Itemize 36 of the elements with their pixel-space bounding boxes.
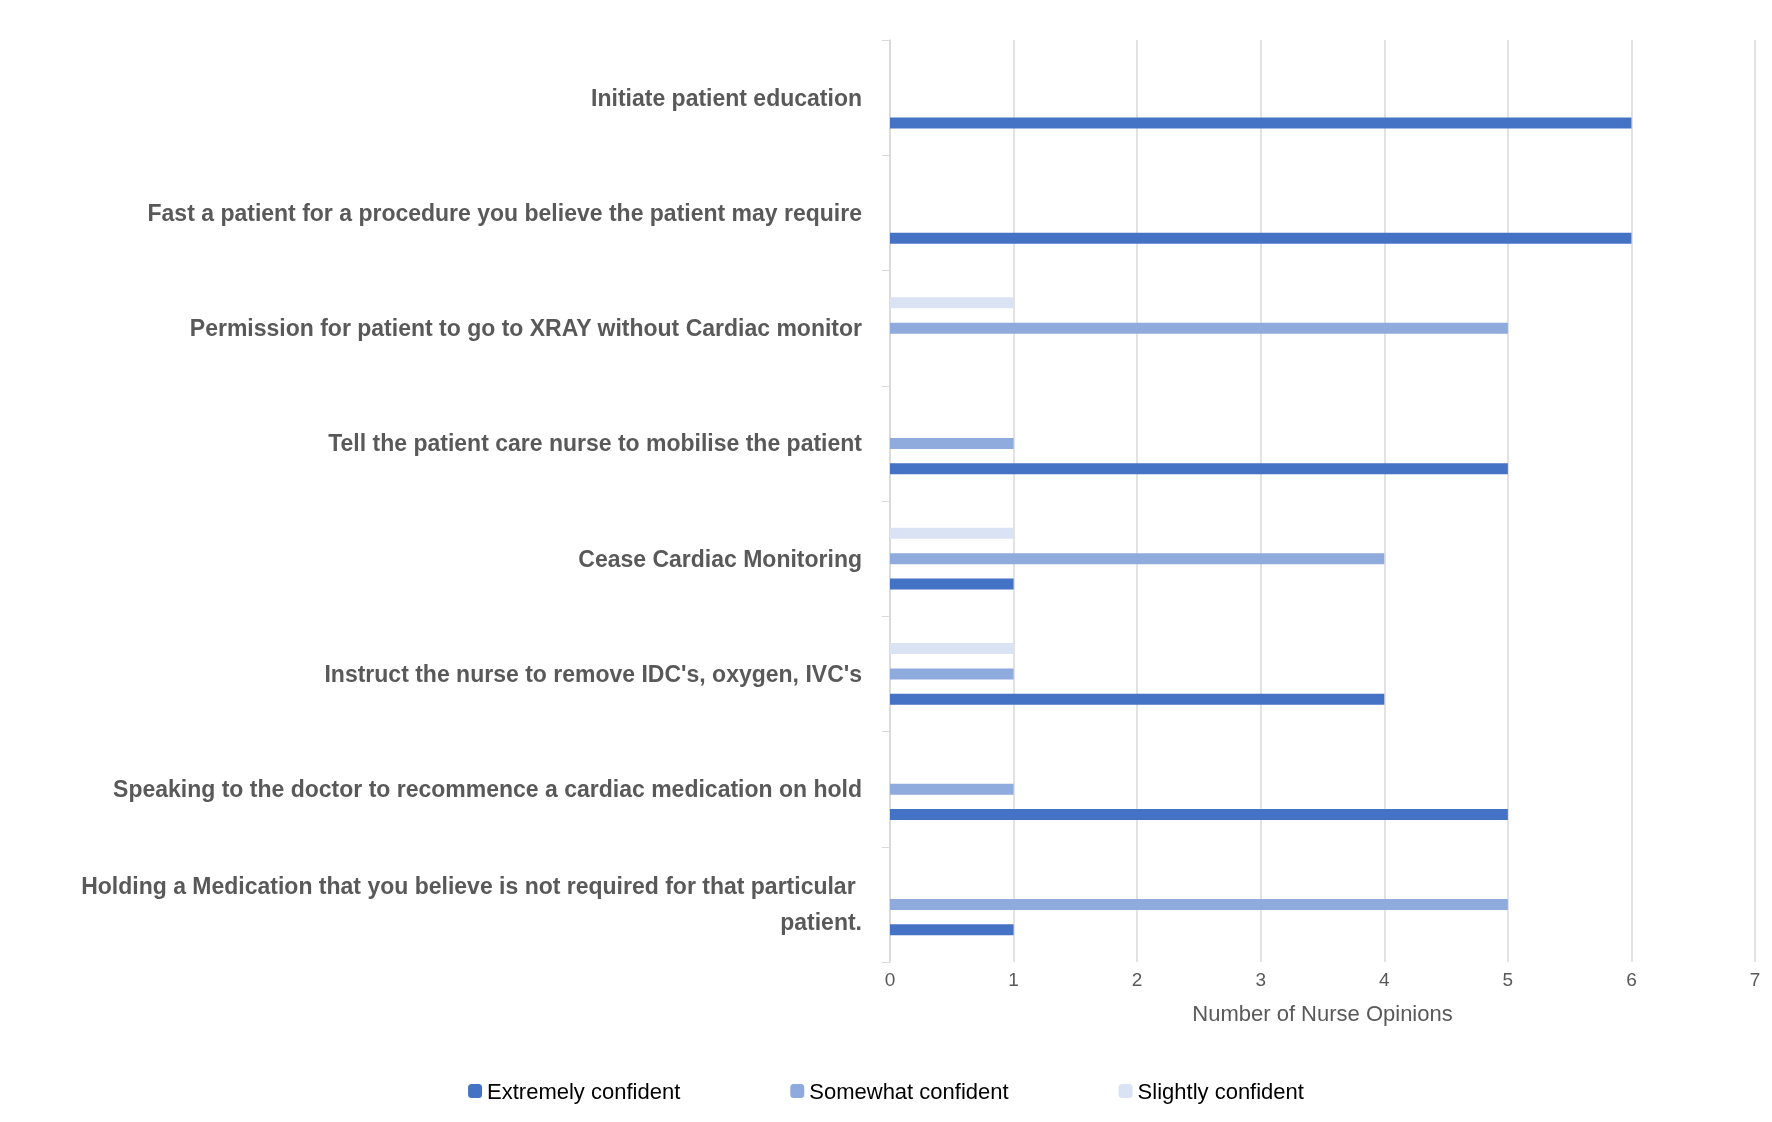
x-tick-label: 6: [1626, 969, 1637, 990]
x-tick-label: 1: [1008, 969, 1019, 990]
bar: [890, 463, 1508, 475]
bar: [890, 693, 1385, 705]
bar: [890, 297, 1014, 309]
bar: [890, 643, 1014, 655]
x-tick-label: 3: [1255, 969, 1266, 990]
legend-label: Extremely confident: [487, 1078, 681, 1104]
bar: [890, 437, 1014, 449]
y-tick-label: Permission for patient to go to XRAY without Cardiac monitor: [189, 315, 863, 342]
x-tick-label: 0: [884, 969, 896, 990]
y-tick-label: Instruct the nurse to remove IDC's, oxygen, IVC's: [324, 660, 862, 687]
y-tick-label: Holding a Medication that you believe is not required for that particular patient.: [81, 873, 862, 936]
x-tick-label: 5: [1502, 969, 1514, 990]
x-tick-label: 7: [1749, 969, 1761, 990]
bar: [890, 527, 1014, 539]
x-tick-label: 2: [1131, 969, 1143, 990]
x-tick-label: 4: [1379, 969, 1390, 990]
bar: [890, 322, 1508, 334]
legend-label: Slightly confident: [1137, 1078, 1304, 1104]
bar: [890, 783, 1014, 795]
bar: [890, 553, 1385, 565]
y-tick-label: Cease Cardiac Monitoring: [578, 545, 862, 572]
y-tick-label: Tell the patient care nurse to mobilise the patient: [328, 430, 863, 457]
y-tick-label: Initiate patient education: [591, 84, 862, 111]
bar: [890, 808, 1508, 820]
bar: [890, 898, 1508, 910]
y-tick-label: Fast a patient for a procedure you believe the patient may require: [147, 199, 862, 226]
bar: [890, 578, 1014, 590]
bar: [890, 117, 1632, 129]
bar: [890, 668, 1014, 680]
bar: [890, 232, 1632, 244]
bar: [890, 924, 1014, 936]
legend-label: Somewhat confident: [809, 1078, 1009, 1104]
y-tick-label: Speaking to the doctor to recommence a cardiac medication on hold: [113, 776, 862, 803]
x-axis-title: Number of Nurse Opinions: [1192, 1000, 1453, 1026]
